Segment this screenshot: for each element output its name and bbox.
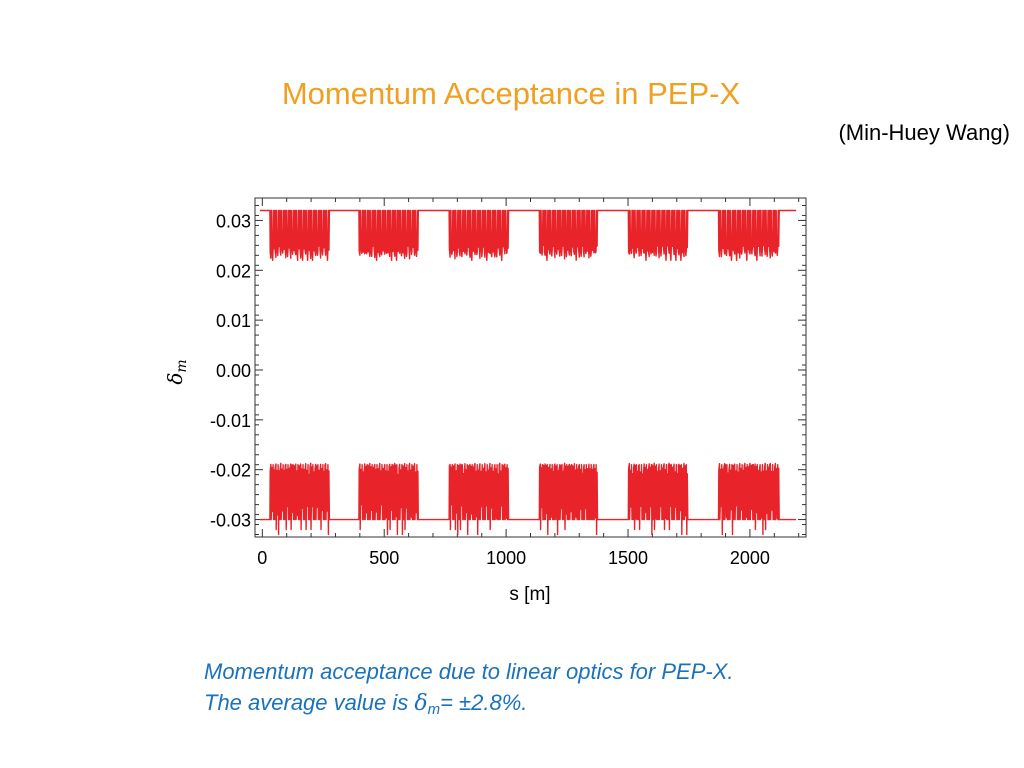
- x-tick-label: 500: [369, 548, 399, 568]
- x-axis-label: s [m]: [509, 584, 550, 605]
- x-tick-label: 1000: [486, 548, 526, 568]
- caption-delta-subscript: m: [427, 701, 441, 718]
- x-tick-label: 2000: [730, 548, 770, 568]
- caption-line-1: Momentum acceptance due to linear optics…: [204, 659, 734, 684]
- y-tick-label: 0.03: [216, 211, 251, 231]
- y-tick-label: -0.02: [210, 461, 251, 481]
- series-line-upper: [259, 209, 797, 261]
- x-tick-label: 0: [257, 548, 267, 568]
- caption-suffix: = ±2.8%.: [440, 690, 528, 715]
- y-tick-label: -0.01: [210, 411, 251, 431]
- y-tick-label: 0.02: [216, 261, 251, 281]
- y-tick-label: -0.03: [210, 511, 251, 531]
- figure-caption: Momentum acceptance due to linear optics…: [204, 656, 733, 725]
- slide-title: Momentum Acceptance in PEP-X: [281, 76, 741, 111]
- x-tick-label: 1500: [608, 548, 648, 568]
- caption-prefix: The average value is: [204, 690, 415, 715]
- author-credit: (Min-Huey Wang): [838, 120, 1010, 145]
- y-tick-label: 0.00: [216, 361, 251, 381]
- y-axis-label: δm: [163, 359, 190, 384]
- y-tick-label: 0.01: [216, 311, 251, 331]
- series-line-lower: [259, 462, 797, 536]
- caption-line-2: The average value is δm= ±2.8%.: [204, 687, 733, 725]
- caption-delta-symbol: δ: [414, 691, 428, 716]
